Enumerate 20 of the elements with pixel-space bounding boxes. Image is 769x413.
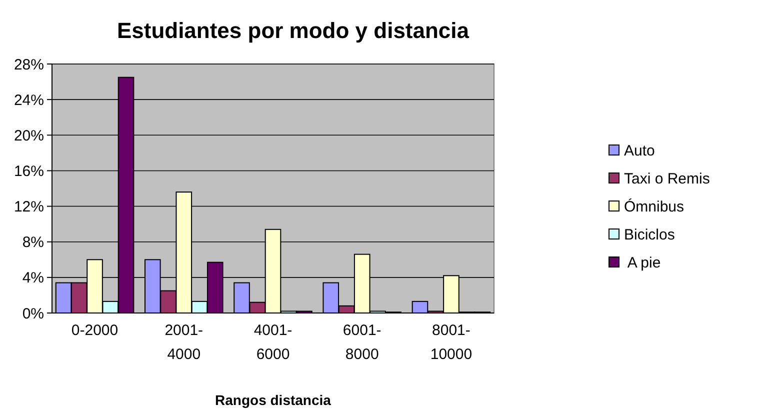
y-tick-label: 0% <box>22 305 44 322</box>
y-tick-label: 28% <box>14 56 44 74</box>
x-tick-label: 4001-6000 <box>254 322 292 363</box>
legend-label: A pie <box>624 254 661 272</box>
y-tick-label: 24% <box>14 92 44 109</box>
y-tick-label: 16% <box>14 162 44 180</box>
legend-label: Taxi o Remis <box>624 170 710 188</box>
x-tick-label: 2001-4000 <box>164 322 204 363</box>
y-tick-label: 20% <box>14 127 44 144</box>
y-tick-label: 12% <box>14 198 44 216</box>
legend-label: Auto <box>624 142 655 160</box>
legend-label: Biciclos <box>624 226 675 244</box>
y-tick-label: 4% <box>22 270 44 287</box>
chart-title: Estudiantes por modo y distancia <box>116 18 470 43</box>
legend-label: Ómnibus <box>624 197 684 216</box>
x-tick-label: 6001-8000 <box>342 322 382 363</box>
x-tick-label: 8001-10000 <box>430 322 472 363</box>
x-axis-title: Rangos distancia <box>215 392 332 408</box>
x-tick-label: 0-2000 <box>71 322 118 339</box>
y-tick-label: 8% <box>22 234 44 252</box>
